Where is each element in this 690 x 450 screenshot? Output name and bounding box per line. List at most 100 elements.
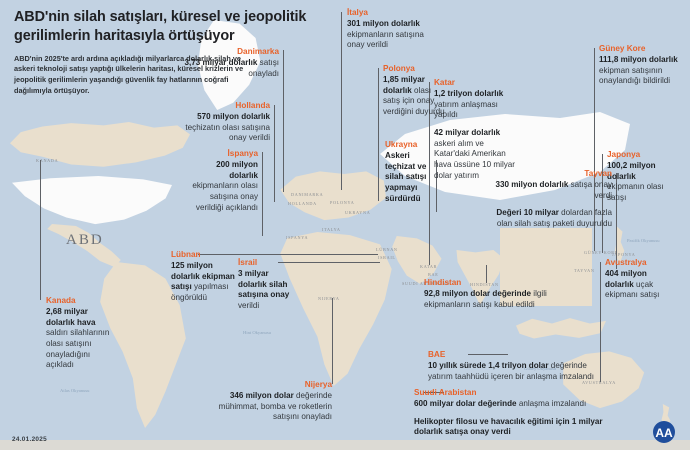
- header: ABD'nin silah satışları, küresel ve jeop…: [14, 8, 366, 97]
- annotation-country-lubnan: Lübnan: [171, 250, 201, 259]
- annotation-text-hollanda-0: 570 milyon dolarlık teçhizatın olası sat…: [185, 111, 270, 143]
- map-label-hollanda: HOLLANDA: [288, 201, 317, 206]
- annotation-text-suudi-arabistan-0: 600 milyar dolar değerinde anlaşma imzal…: [414, 398, 587, 408]
- ocean-label-atlas: Atlas Okyanusu: [60, 388, 90, 393]
- map-label-japonya: JAPONYA: [612, 252, 636, 257]
- map-label-kanada: KANADA: [36, 158, 59, 163]
- annotation-country-polonya: Polonya: [383, 64, 415, 73]
- map-label-danimarka: DANIMARKA: [291, 192, 324, 197]
- map-label-hindistan: HINDISTAN: [470, 282, 499, 287]
- leader-line-avustralya: [600, 262, 601, 382]
- annotation-hollanda[interactable]: Hollanda 570 milyon dolarlık teçhizatın o…: [174, 101, 270, 144]
- aa-logo: AA: [653, 421, 675, 443]
- annotation-italya[interactable]: İtalya 301 milyon dolarlık ekipmanların s…: [347, 8, 439, 51]
- annotation-text-bae-0: 10 yıllık sürede 1,4 trilyon dolar değer…: [428, 360, 595, 381]
- leader-line-polonya: [378, 68, 379, 201]
- annotation-country-tayvan: Tayvan: [584, 169, 612, 178]
- annotation-country-katar: Katar: [434, 78, 455, 87]
- annotation-text-ispanya-0: 200 milyon dolarlık ekipmanların olası s…: [192, 159, 258, 212]
- leader-line-bae: [468, 354, 508, 355]
- annotation-text-hindistan-0: 92,8 milyon dolar değerinde ilgili ekipm…: [424, 288, 547, 309]
- annotation-lubnan[interactable]: Lübnan 125 milyon dolarlık ekipman satışı…: [171, 250, 235, 304]
- ocean-label-hint: Hint Okyanusu: [243, 330, 271, 335]
- annotation-text-nijerya-0: 346 milyon dolar değerinde mühimmat, bom…: [218, 390, 332, 422]
- leader-line-hollanda: [274, 105, 275, 202]
- leader-line-danimarka: [283, 50, 284, 192]
- annotation-text-katar-1: 42 milyar dolarlık askeri alım ve Katar'…: [434, 127, 515, 180]
- map-label-bae: BAE: [428, 272, 439, 277]
- annotation-text-ukrayna-0: Askeri teçhizat ve silah satışı yapmayı …: [385, 150, 427, 203]
- annotation-country-danimarka: Danimarka: [237, 47, 279, 56]
- leader-line-israil: [278, 262, 380, 263]
- annotation-text-lubnan-0: 125 milyon dolarlık ekipman satışı yapıl…: [171, 260, 235, 302]
- ocean-label-guney: Güney Okyanusu: [524, 366, 557, 371]
- annotation-country-suudi-arabistan: Suudi Arabistan: [414, 388, 477, 397]
- annotation-danimarka[interactable]: Danimarka 3,73 milyar dolarlık satışı ona…: [183, 47, 279, 79]
- annotation-text-polonya-0: 1,85 milyar dolarlık olası satış için on…: [383, 74, 445, 116]
- map-label-tayvan: TAYVAN: [574, 268, 595, 273]
- map-label-guney-kore: GÜNEY KORE: [584, 250, 618, 255]
- annotation-country-kanada: Kanada: [46, 296, 76, 305]
- annotation-country-italya: İtalya: [347, 8, 368, 17]
- annotation-ispanya[interactable]: İspanya 200 milyon dolarlık ekipmanların …: [186, 149, 258, 213]
- landmass-usa: [12, 176, 172, 225]
- annotation-bae[interactable]: BAE 10 yıllık sürede 1,4 trilyon dolar de…: [428, 350, 596, 382]
- map-label-italya: ITALYA: [322, 227, 341, 232]
- map-label-nijerya: NIJERYA: [318, 296, 340, 301]
- intro-paragraph: ABD'nin 2025'te ardı ardına açıkladığı m…: [14, 53, 244, 95]
- annotation-israil[interactable]: İsrail 3 milyar dolarlık silah satışına o…: [238, 258, 298, 312]
- annotation-country-bae: BAE: [428, 350, 446, 359]
- leader-line-guney-kore: [594, 48, 595, 251]
- ocean-label-pasifik: Pasifik Okyanusu: [627, 238, 660, 243]
- annotation-text-kanada-0: 2,68 milyar dolarlık hava saldırı silahl…: [46, 306, 110, 370]
- map-label-ispanya: ISPANYA: [286, 235, 309, 240]
- svg-text:AA: AA: [655, 426, 673, 440]
- map-label-ukrayna: UKRAYNA: [345, 210, 371, 215]
- annotation-japonya[interactable]: Japonya 100,2 milyon dolarlık ekipmanın o…: [607, 150, 669, 204]
- annotation-avustralya[interactable]: Avustralya 404 milyon dolarlık uçak ekipm…: [605, 258, 665, 301]
- annotation-nijerya[interactable]: Nijerya 346 milyon dolar değerinde mühimm…: [200, 380, 332, 423]
- annotation-country-israil: İsrail: [238, 258, 258, 267]
- annotation-ukrayna[interactable]: Ukrayna Askeri teçhizat ve silah satışı y…: [385, 140, 437, 204]
- annotation-country-ispanya: İspanya: [227, 149, 259, 158]
- annotation-country-hollanda: Hollanda: [235, 101, 270, 110]
- leader-line-italya: [341, 12, 342, 190]
- annotation-suudi[interactable]: Suudi Arabistan 600 milyar dolar değerind…: [414, 388, 610, 438]
- annotation-polonya[interactable]: Polonya 1,85 milyar dolarlık olası satış …: [383, 64, 449, 118]
- leader-line-katar: [429, 82, 430, 265]
- leader-line-ispanya: [262, 152, 263, 236]
- map-label-avustralya: AVUSTRALYA: [582, 380, 616, 385]
- annotation-hindistan[interactable]: Hindistan 92,8 milyon dolar değerinde ilg…: [424, 278, 550, 310]
- annotation-kanada[interactable]: Kanada 2,68 milyar dolarlık hava saldırı …: [46, 296, 118, 371]
- leader-line-nijerya: [332, 298, 333, 384]
- annotation-country-ukrayna: Ukrayna: [385, 140, 418, 149]
- annotation-guney-kore[interactable]: Güney Kore 111,8 milyon dolarlık ekipman …: [599, 44, 687, 87]
- annotation-country-nijerya: Nijerya: [304, 380, 332, 389]
- landmass-southeast-asia: [500, 228, 592, 306]
- annotation-text-italya-0: 301 milyon dolarlık ekipmanların satışın…: [347, 18, 424, 50]
- annotation-text-avustralya-0: 404 milyon dolarlık uçak ekipmanı satışı: [605, 268, 660, 300]
- landmass-antarctica: [0, 440, 690, 450]
- annotation-text-israil-0: 3 milyar dolarlık silah satışına onay ve…: [238, 268, 290, 310]
- annotation-text-japonya-0: 100,2 milyon dolarlık ekipmanın olası sa…: [607, 160, 664, 202]
- leader-line-ukrayna: [436, 160, 437, 212]
- leader-line-suudi: [424, 392, 444, 393]
- leader-line-japonya: [602, 154, 603, 253]
- landmass-indonesia: [516, 318, 606, 339]
- map-label-suudi: SUUDI ARABISTAN: [402, 281, 450, 286]
- annotation-text-danimarka-0: 3,73 milyar dolarlık satışı onayladı: [184, 57, 279, 78]
- annotation-text-katar-0: 1,2 trilyon dolarlık yatırım anlaşması y…: [434, 88, 504, 120]
- annotation-katar[interactable]: Katar 1,2 trilyon dolarlık yatırım anlaşm…: [434, 78, 518, 181]
- annotation-text-guney-kore-0: 111,8 milyon dolarlık ekipman satışının …: [599, 54, 678, 86]
- date-stamp: 24.01.2025: [12, 436, 47, 443]
- page-title: ABD'nin silah satışları, küresel ve jeop…: [14, 9, 307, 45]
- map-label-polonya: POLONYA: [330, 200, 355, 205]
- landmass-new-zealand: [661, 404, 671, 428]
- annotation-text-tayvan-0: 330 milyon dolarlık satışa onay verdi: [495, 179, 612, 200]
- map-label-katar: KATAR: [420, 264, 438, 269]
- map-label-lubnan: LÜBNAN: [376, 247, 398, 252]
- map-label-israil: ISRAIL: [378, 255, 396, 260]
- annotation-tayvan[interactable]: Tayvan 330 milyon dolarlık satışa onay ve…: [494, 169, 612, 230]
